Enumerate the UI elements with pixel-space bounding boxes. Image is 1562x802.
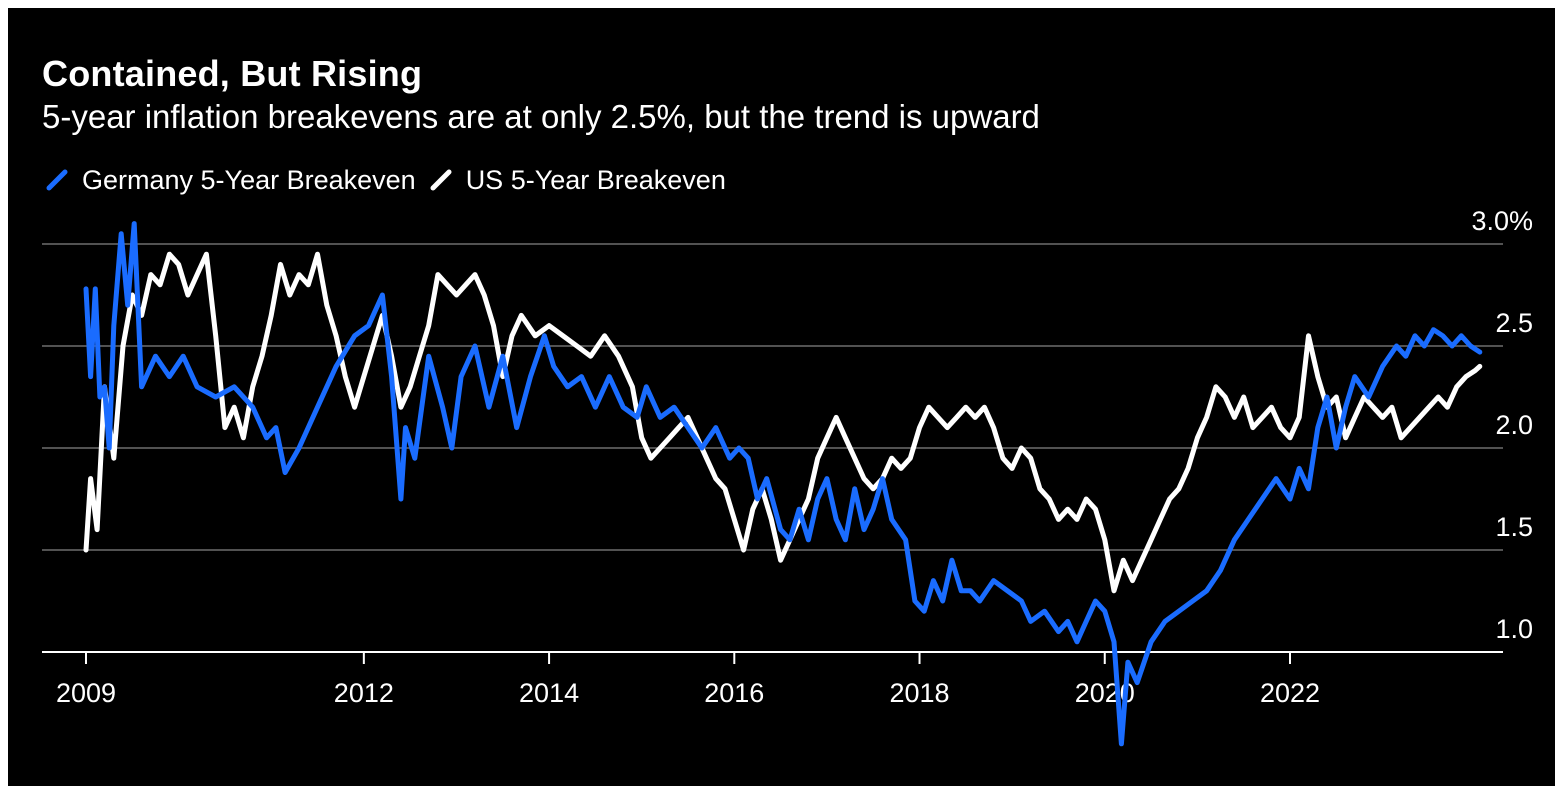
y-tick-label: 2.5 (1495, 308, 1533, 338)
y-tick-label: 1.5 (1495, 512, 1533, 542)
legend-swatch-us (430, 169, 452, 191)
x-tick-label: 2018 (889, 678, 949, 708)
x-tick-label: 2016 (704, 678, 764, 708)
x-tick-label: 2022 (1260, 678, 1320, 708)
legend-label-us: US 5-Year Breakeven (465, 164, 726, 195)
chart-frame: Contained, But Rising 5-year inflation b… (8, 8, 1555, 786)
line-chart: 1.01.52.02.53.0%2009 2012 2014 2016 2018 2020… (42, 206, 1533, 747)
x-tick-label: 2014 (519, 678, 579, 708)
series-line-us (83, 251, 1483, 594)
y-tick-label: 3.0% (1471, 206, 1533, 236)
chart-title: Contained, But Rising (42, 53, 423, 94)
legend-item-germany: Germany 5-Year Breakeven (46, 165, 416, 196)
chart-subtitle: 5-year inflation breakevens are at only … (42, 98, 1040, 135)
x-tick-label: 2012 (334, 678, 394, 708)
legend-item-us: US 5-Year Breakeven (430, 165, 726, 196)
legend-swatch-germany (46, 169, 68, 191)
y-tick-label: 1.0 (1495, 614, 1533, 644)
y-tick-label: 2.0 (1495, 410, 1533, 440)
x-tick-label: 2009 (56, 678, 116, 708)
chart-legend: Germany 5-Year Breakeven US 5-Year Break… (46, 162, 740, 198)
series-line-germany (83, 221, 1483, 747)
legend-label-germany: Germany 5-Year Breakeven (82, 164, 416, 195)
